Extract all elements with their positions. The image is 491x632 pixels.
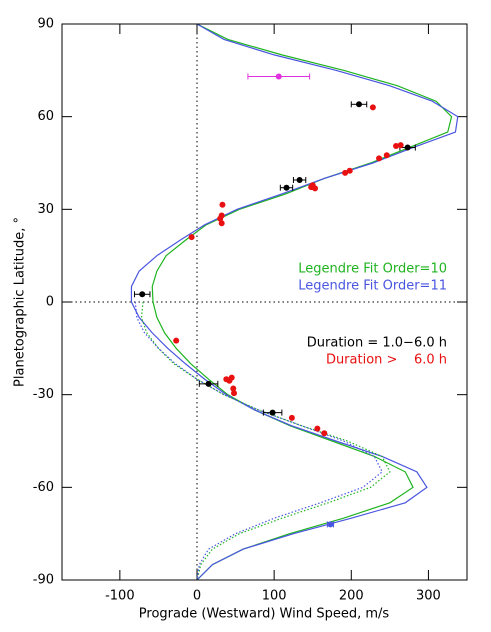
data-point — [314, 425, 321, 432]
x-tick-label: 200 — [339, 589, 364, 604]
data-point — [342, 169, 349, 176]
data-point — [226, 377, 233, 384]
data-point — [383, 152, 390, 159]
data-point — [393, 143, 400, 150]
fit-line — [151, 23, 453, 581]
y-tick-label: 90 — [37, 17, 54, 32]
data-point — [397, 142, 404, 149]
data-point — [356, 101, 362, 108]
fit-line — [134, 301, 383, 581]
data-point — [296, 176, 303, 183]
y-tick-label: 60 — [37, 109, 54, 124]
data-point — [139, 291, 146, 298]
legend-entry: Legendre Fit Order=11 — [298, 279, 447, 294]
y-tick-label: -60 — [33, 480, 54, 495]
legend-entry: Legendre Fit Order=10 — [298, 262, 447, 277]
data-point — [308, 184, 315, 191]
data-point — [188, 234, 195, 241]
x-tick-label: -100 — [105, 589, 135, 604]
x-axis-title: Prograde (Westward) Wind Speed, m/s — [139, 607, 390, 622]
data-point — [288, 414, 295, 421]
y-axis-title: Planetographic Latitude, ° — [13, 217, 28, 387]
data-point — [205, 380, 212, 387]
fit-line — [140, 301, 391, 581]
y-tick-label: 30 — [37, 202, 54, 217]
annotation: Duration = 1.0−6.0 h — [307, 336, 447, 351]
data-point — [404, 144, 411, 151]
data-point — [376, 155, 383, 162]
y-tick-label: 0 — [46, 295, 54, 310]
data-point — [327, 521, 334, 528]
annotation: Duration > 6.0 h — [326, 353, 447, 368]
data-point — [231, 390, 238, 397]
y-tick-label: -90 — [33, 573, 54, 588]
data-point — [218, 220, 225, 227]
data-point — [217, 215, 224, 222]
data-point — [369, 104, 376, 111]
data-point — [230, 385, 237, 392]
data-point — [321, 430, 328, 437]
x-tick-label: 100 — [262, 589, 287, 604]
y-tick-label: -30 — [33, 387, 54, 402]
data-point — [275, 73, 282, 80]
fit-line — [130, 23, 459, 581]
plot-frame — [61, 23, 468, 581]
x-tick-label: 300 — [416, 589, 441, 604]
data-point — [269, 409, 276, 416]
data-point — [173, 337, 180, 344]
data-point — [219, 201, 226, 208]
data-point — [283, 184, 290, 191]
x-tick-label: 0 — [193, 589, 201, 604]
data-point — [346, 167, 353, 174]
